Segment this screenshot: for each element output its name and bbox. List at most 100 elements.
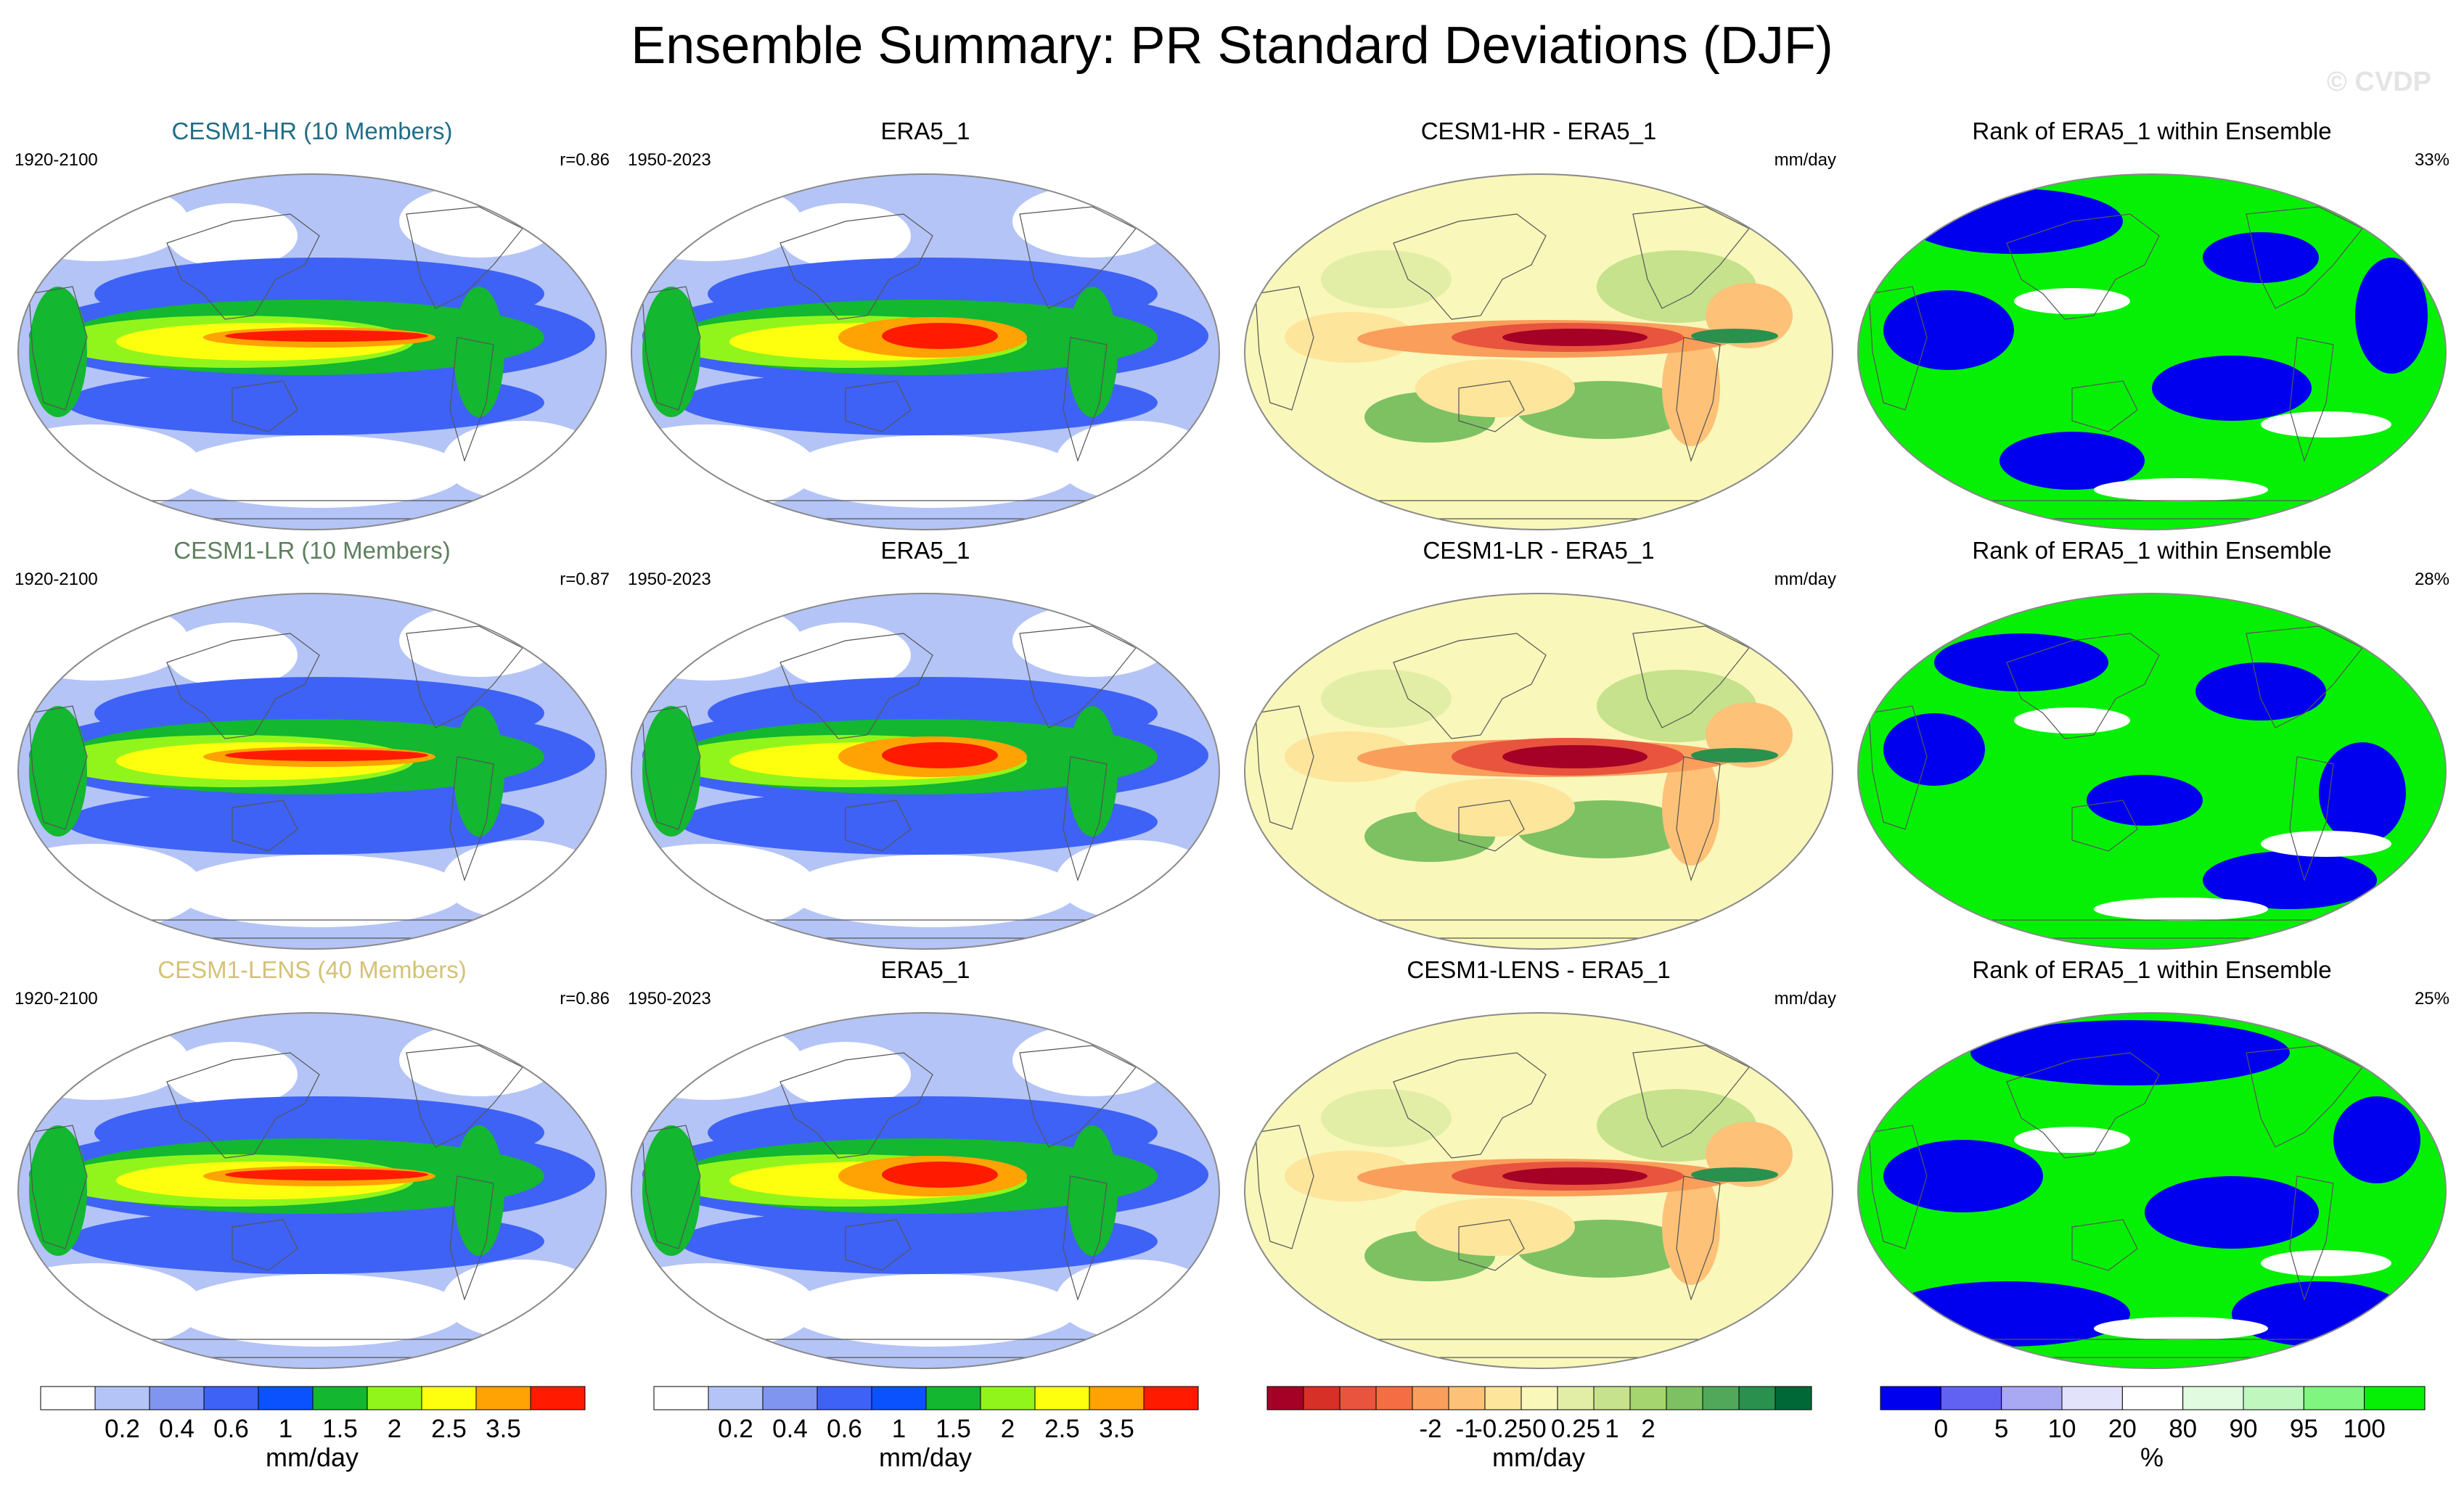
coastline-north-america [2246,206,2363,309]
coastline-north-america [2246,625,2363,728]
colorbar-swatch [367,1386,422,1410]
colorbar-tick-label: 95 [2289,1415,2318,1443]
dry-region [18,601,189,681]
low-rank-region [2333,1096,2420,1183]
year-range-label: 1920-2100 [15,150,98,170]
colorbar-swatch [708,1386,764,1410]
coastline-north-america [406,1045,523,1148]
coastline-south-america [449,337,494,462]
pattern-correlation-label: r=0.86 [560,989,610,1009]
coastline-asia [1393,213,1547,320]
positive-diff [1321,250,1452,308]
coastline-australia [232,800,298,852]
coastline-north-america [406,206,523,309]
colorbar-swatch [149,1386,205,1410]
dry-region [631,1020,802,1100]
dry-region [399,185,559,258]
colorbar-swatch [1775,1386,1812,1410]
dry-region [1056,421,1216,501]
dry-region [1012,1024,1172,1096]
storm-track-south [65,370,544,435]
colorbar-swatch [40,1386,96,1410]
colorbar-swatch [2182,1386,2244,1410]
colorbar-swatch [1666,1386,1703,1410]
rank-percent-label: 33% [2414,150,2449,170]
colorbar-swatch [1520,1386,1558,1410]
colorbar-tick-label: 2.5 [431,1415,467,1443]
rank-map [1857,173,2447,530]
storm-track-south [679,789,1158,855]
colorbar-tick-label: 2.5 [1044,1415,1080,1443]
coastline-south-america [2289,756,2334,882]
dry-region [787,855,1078,927]
negative-diff [1285,731,1415,782]
colorbar-swatch [2121,1386,2184,1410]
dry-region [174,855,464,927]
map-border [631,173,1220,530]
obs-map [631,173,1220,530]
colorbar-tick-label: 0.6 [213,1415,249,1443]
coastline-australia [2071,1219,2138,1271]
coastline-africa [642,705,701,830]
negative-diff [1285,1151,1415,1202]
diff-map [1244,173,1833,530]
dry-region [174,435,464,508]
coastline-north-america [406,625,523,728]
coastline-asia [1393,633,1547,739]
ensemble-map [17,1012,607,1369]
cvdp-watermark: © CVDP [2326,67,2431,97]
dry-region [18,181,189,261]
coastline-africa [28,705,88,830]
low-rank-region [1883,1281,2130,1347]
dry-region [174,1274,464,1347]
east-pacific-bias [1691,1167,1778,1182]
colorbar-tick-label: 0.4 [159,1415,195,1443]
coastline-asia [779,1052,933,1159]
mid-rank-region [2014,288,2130,314]
coastline-south-america [1063,756,1108,882]
ensemble-map [17,173,607,530]
colorbar-swatch [816,1386,872,1410]
colorbar-swatch [1412,1386,1449,1410]
mid-rank-region [2094,1317,2268,1340]
coastline-africa [1868,1125,1928,1249]
negative-diff [1415,359,1575,417]
colorbar-swatch [1593,1386,1631,1410]
low-rank-region [2087,775,2203,826]
coastline-north-america [1632,1045,1750,1148]
dry-region [631,1263,816,1350]
colorbar-swatch [1880,1386,1941,1410]
map-border [1244,593,1833,950]
ensemble-panel-title: CESM1-LR (10 Members) [173,537,451,564]
diff-panel-title: CESM1-LR - ERA5_1 [1423,537,1655,564]
negative-diff [1662,749,1720,866]
colorbar-swatch [1034,1386,1090,1410]
year-range-label: 1950-2023 [628,570,711,589]
rank-panel-title: Rank of ERA5_1 within Ensemble [1972,956,2332,983]
year-range-label: 1950-2023 [628,989,711,1009]
coastline-asia [166,1052,320,1159]
ensemble-panel-title: CESM1-LENS (40 Members) [157,956,467,983]
coastline-africa [1255,286,1314,411]
coastline-asia [779,633,933,739]
map-field [18,593,606,949]
colorbar-unit-label: mm/day [1491,1442,1586,1472]
coastline-australia [1458,380,1525,432]
obs-map [631,1012,1220,1369]
negative-diff [1415,1198,1575,1256]
rank-colorbar [1880,1386,2426,1410]
colorbar-unit-label: mm/day [265,1442,359,1472]
map-border [1857,173,2447,530]
map-border [631,1012,1220,1369]
difference-colorbar [1266,1386,1812,1410]
mid-rank-region [2094,478,2268,501]
colorbar-swatch [1629,1386,1667,1410]
low-rank-region [2145,1176,2319,1249]
low-rank-region [1934,633,2108,691]
map-border [17,173,607,530]
coastline-asia [2006,1052,2160,1159]
coastline-south-america [449,756,494,882]
itcz-max [882,1162,998,1188]
negative-diff [1415,779,1575,837]
colorbar-tick-label: 10 [2047,1415,2076,1443]
